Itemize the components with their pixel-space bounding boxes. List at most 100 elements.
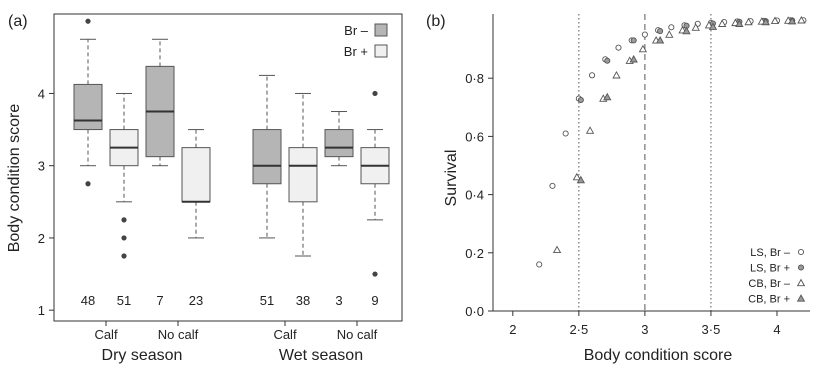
- legend-marker: [796, 278, 806, 287]
- sample-size-label: 23: [189, 293, 203, 308]
- y-tick-label: 1: [38, 303, 45, 318]
- data-point: [638, 44, 648, 53]
- legend-label: CB, Br +: [748, 294, 790, 306]
- legend-marker: [797, 264, 805, 271]
- outlier-point: [121, 217, 127, 223]
- x-category-label: No calf: [337, 327, 378, 342]
- data-point: [612, 70, 621, 79]
- sample-size-label: 38: [296, 293, 310, 308]
- y-tick-label: 3: [38, 159, 45, 174]
- panel-b-ylabel: Survival: [443, 150, 460, 207]
- panel-a-ylabel: Body condition score: [6, 104, 23, 253]
- y-tick-label: 0·6: [465, 129, 484, 144]
- y-tick-label: 4: [38, 86, 45, 101]
- box: [324, 129, 354, 158]
- y-tick-label: 0·2: [465, 246, 484, 261]
- outlier-point: [85, 18, 91, 24]
- legend-label: Br +: [344, 44, 368, 59]
- legend-label: LS, Br –: [750, 247, 791, 259]
- legend-swatch: [374, 23, 388, 37]
- sample-size-label: 3: [335, 293, 342, 308]
- panel-a-sample-sizes: 48 51 7 23 51 38 3 9: [81, 293, 379, 308]
- sample-size-label: 48: [81, 293, 95, 308]
- data-point: [589, 72, 596, 79]
- season-label: Wet season: [279, 347, 363, 364]
- data-point: [603, 92, 612, 101]
- legend-label: Br –: [344, 23, 369, 38]
- data-point: [744, 17, 753, 26]
- data-point: [630, 37, 637, 44]
- data-point: [585, 126, 595, 134]
- panel-a-x-axis: Calf No calf Dry season Calf No calf Wet seas…: [94, 321, 378, 364]
- sample-size-label: 51: [260, 293, 274, 308]
- outlier-point: [372, 90, 378, 97]
- panel-b-points: [536, 15, 807, 268]
- data-point: [788, 16, 797, 25]
- data-point: [691, 23, 700, 31]
- data-point: [770, 16, 780, 25]
- x-tick-label: 4: [773, 322, 780, 337]
- panel-b: (b) Survival Body condition score 2 2·5 3 3…: [426, 13, 810, 364]
- legend-marker: [796, 294, 806, 302]
- panel-b-label: (b): [426, 13, 446, 30]
- data-point: [572, 172, 582, 181]
- legend-marker: [797, 248, 805, 256]
- box: [288, 147, 318, 203]
- data-point: [562, 130, 569, 137]
- data-point: [629, 54, 638, 63]
- y-tick-label: 2: [38, 231, 45, 246]
- box: [73, 83, 103, 131]
- x-tick-label: 3: [641, 322, 648, 337]
- legend-label: LS, Br +: [750, 263, 790, 275]
- y-tick-label: 0·4: [465, 188, 484, 203]
- data-point: [797, 15, 806, 24]
- data-point: [665, 30, 674, 38]
- outlier-point: [372, 271, 378, 277]
- outlier-point: [121, 235, 127, 241]
- x-category-label: Calf: [273, 327, 297, 342]
- data-point: [536, 261, 543, 268]
- panel-a-label: (a): [8, 13, 28, 30]
- data-point: [708, 22, 718, 30]
- data-point: [615, 44, 622, 51]
- x-tick-label: 3·5: [702, 322, 721, 337]
- outlier-point: [121, 253, 127, 259]
- x-tick-label: 2·5: [569, 322, 588, 337]
- data-point: [641, 31, 648, 38]
- data-point: [657, 28, 664, 35]
- data-point: [761, 17, 770, 26]
- panel-b-reference-lines: [578, 14, 712, 311]
- season-label: Dry season: [102, 347, 183, 364]
- x-category-label: No calf: [158, 327, 199, 342]
- box: [181, 147, 211, 203]
- panel-a-boxes: [73, 18, 390, 277]
- y-tick-label: 0·0: [465, 304, 484, 319]
- data-point: [577, 96, 584, 104]
- legend-swatch: [374, 44, 388, 58]
- data-point: [717, 19, 727, 27]
- panel-b-xlabel: Body condition score: [584, 347, 733, 364]
- sample-size-label: 9: [371, 293, 378, 308]
- panel-b-legend: LS, Br – LS, Br + CB, Br – CB, Br +: [748, 247, 806, 306]
- x-category-label: Calf: [94, 327, 118, 342]
- panel-a-legend: Br – Br +: [344, 23, 388, 59]
- panel-a-y-axis: 1 2 3 4: [38, 86, 54, 318]
- data-point: [655, 36, 665, 44]
- data-point: [682, 26, 691, 35]
- data-point: [576, 175, 586, 184]
- sample-size-label: 51: [117, 293, 131, 308]
- box: [252, 129, 282, 185]
- y-tick-label: 0·8: [465, 71, 484, 86]
- panel-a-plot-frame: [53, 13, 403, 322]
- data-point: [604, 57, 611, 64]
- x-tick-label: 2: [509, 322, 516, 337]
- panel-b-axes: 2 2·5 3 3·5 4 0·0 0·2 0·4 0·6 0·8: [465, 14, 810, 337]
- data-point: [668, 24, 675, 31]
- outlier-point: [85, 181, 91, 187]
- sample-size-label: 7: [156, 293, 163, 308]
- data-point: [704, 20, 714, 29]
- data-point: [552, 245, 562, 254]
- data-point: [549, 182, 556, 189]
